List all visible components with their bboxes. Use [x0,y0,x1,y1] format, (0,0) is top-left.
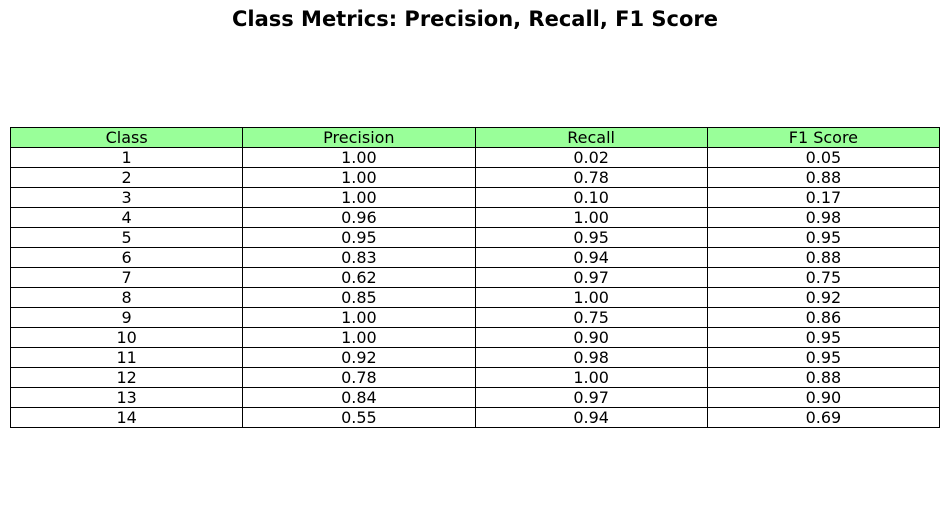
cell-class: 5 [9,227,244,248]
cell-f1-score: 0.88 [706,167,941,188]
cell-f1-score: 0.95 [706,327,941,348]
table-row: 8 0.85 1.00 0.92 [9,287,941,308]
table-row: 14 0.55 0.94 0.69 [9,407,941,428]
cell-precision: 1.00 [242,307,476,328]
table-body: 1 1.00 0.02 0.05 2 1.00 0.78 0.88 3 1.00 0.10 0.17 4… [9,147,941,428]
column-header-f1-score: F1 Score [706,127,941,148]
cell-class: 3 [9,187,244,208]
table-row: 12 0.78 1.00 0.88 [9,367,941,388]
cell-recall: 1.00 [474,367,708,388]
cell-precision: 0.83 [242,247,476,268]
cell-recall: 0.10 [474,187,708,208]
table-row: 1 1.00 0.02 0.05 [9,147,941,168]
cell-f1-score: 0.69 [706,407,941,428]
cell-recall: 0.95 [474,227,708,248]
table-row: 11 0.92 0.98 0.95 [9,347,941,368]
cell-f1-score: 0.92 [706,287,941,308]
cell-class: 13 [9,387,244,408]
table-row: 4 0.96 1.00 0.98 [9,207,941,228]
column-header-precision: Precision [242,127,476,148]
cell-class: 7 [9,267,244,288]
table-row: 9 1.00 0.75 0.86 [9,307,941,328]
cell-precision: 0.95 [242,227,476,248]
cell-precision: 0.85 [242,287,476,308]
cell-f1-score: 0.88 [706,247,941,268]
cell-class: 6 [9,247,244,268]
cell-class: 1 [9,147,244,168]
table-row: 5 0.95 0.95 0.95 [9,227,941,248]
cell-recall: 0.78 [474,167,708,188]
cell-precision: 0.78 [242,367,476,388]
cell-precision: 1.00 [242,147,476,168]
metrics-table: Class Precision Recall F1 Score 1 1.00 0.0… [9,127,941,428]
table-row: 2 1.00 0.78 0.88 [9,167,941,188]
table-row: 13 0.84 0.97 0.90 [9,387,941,408]
cell-recall: 0.94 [474,407,708,428]
cell-class: 9 [9,307,244,328]
cell-recall: 0.97 [474,267,708,288]
cell-class: 2 [9,167,244,188]
cell-f1-score: 0.88 [706,367,941,388]
cell-precision: 1.00 [242,327,476,348]
cell-f1-score: 0.17 [706,187,941,208]
header-row: Class Precision Recall F1 Score [9,127,941,148]
cell-f1-score: 0.95 [706,227,941,248]
cell-class: 4 [9,207,244,228]
cell-class: 8 [9,287,244,308]
cell-precision: 0.96 [242,207,476,228]
cell-precision: 1.00 [242,167,476,188]
table-row: 6 0.83 0.94 0.88 [9,247,941,268]
cell-recall: 1.00 [474,207,708,228]
cell-class: 10 [9,327,244,348]
cell-precision: 0.62 [242,267,476,288]
cell-precision: 0.92 [242,347,476,368]
cell-f1-score: 0.05 [706,147,941,168]
column-header-recall: Recall [474,127,708,148]
cell-precision: 1.00 [242,187,476,208]
cell-recall: 0.75 [474,307,708,328]
cell-recall: 0.98 [474,347,708,368]
chart-title: Class Metrics: Precision, Recall, F1 Sco… [231,7,719,31]
cell-recall: 0.02 [474,147,708,168]
cell-precision: 0.84 [242,387,476,408]
cell-f1-score: 0.98 [706,207,941,228]
table-row: 10 1.00 0.90 0.95 [9,327,941,348]
cell-class: 11 [9,347,244,368]
cell-recall: 1.00 [474,287,708,308]
cell-f1-score: 0.86 [706,307,941,328]
cell-recall: 0.94 [474,247,708,268]
cell-f1-score: 0.95 [706,347,941,368]
cell-recall: 0.90 [474,327,708,348]
table-row: 3 1.00 0.10 0.17 [9,187,941,208]
table-row: 7 0.62 0.97 0.75 [9,267,941,288]
column-header-class: Class [9,127,244,148]
cell-f1-score: 0.90 [706,387,941,408]
cell-class: 14 [9,407,244,428]
cell-f1-score: 0.75 [706,267,941,288]
cell-recall: 0.97 [474,387,708,408]
cell-class: 12 [9,367,244,388]
cell-precision: 0.55 [242,407,476,428]
